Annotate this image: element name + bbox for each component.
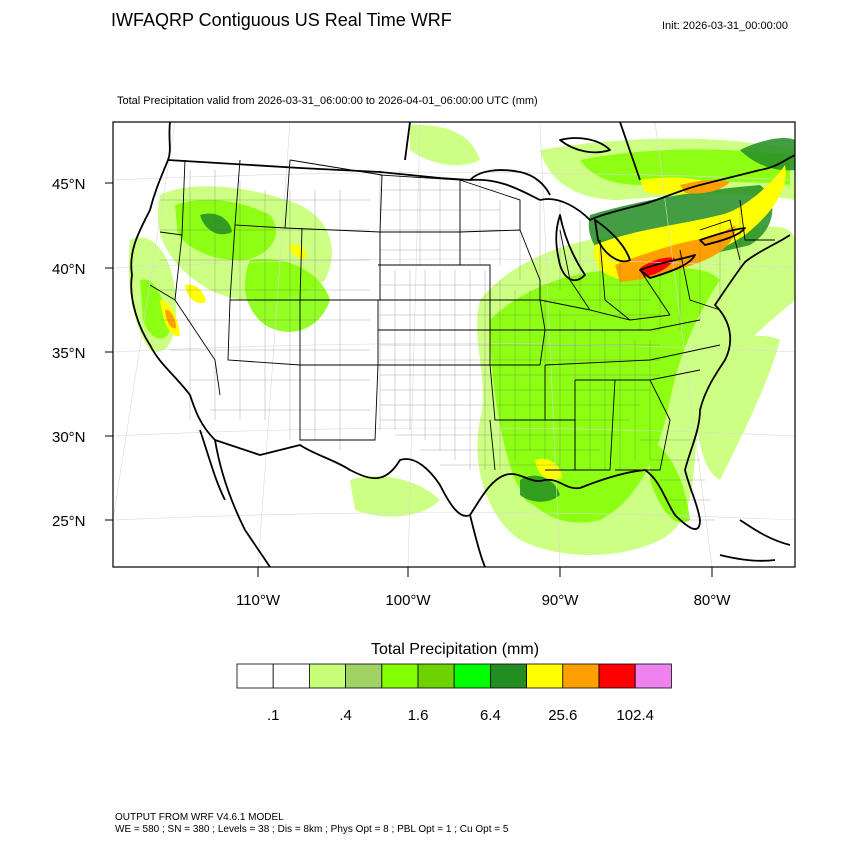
legend-tick-label: 1.6 (408, 707, 429, 724)
lon-label-110: 110°W (236, 592, 281, 609)
legend-title: Total Precipitation (mm) (370, 641, 540, 658)
lat-label-25: 25°N (52, 513, 86, 530)
legend-swatch (308, 663, 346, 689)
model-output-label: OUTPUT FROM WRF V4.6.1 MODEL (115, 812, 284, 823)
legend-swatch (417, 663, 455, 689)
lon-label-80: 80°W (694, 592, 732, 609)
legend-color-bar (236, 663, 672, 689)
map-content (113, 122, 795, 567)
legend-tick-label: .4 (339, 707, 352, 724)
map-title: IWFAQRP Contiguous US Real Time WRF (111, 10, 452, 30)
legend-tick-label: 6.4 (480, 707, 501, 724)
legend-swatch (526, 663, 564, 689)
lat-axis: 45°N 40°N 35°N 30°N 25°N (52, 176, 113, 530)
coastline-and-borders (130, 122, 795, 567)
legend-swatch (453, 663, 491, 689)
legend-tick-label: 25.6 (548, 707, 577, 724)
init-time-label: Init: 2026-03-31_00:00:00 (662, 20, 788, 32)
lon-label-90: 90°W (542, 592, 580, 609)
legend-swatch (272, 663, 310, 689)
legend-tick-label: .1 (267, 707, 280, 724)
legend-tick-label: 102.4 (616, 707, 654, 724)
lon-label-100: 100°W (385, 592, 431, 609)
lon-axis: 110°W 100°W 90°W 80°W (236, 567, 731, 609)
legend-swatch (236, 663, 274, 689)
lat-label-45: 45°N (52, 176, 86, 193)
lat-label-35: 35°N (52, 345, 86, 362)
legend-swatch (381, 663, 419, 689)
state-borders (149, 159, 775, 471)
legend-swatch (489, 663, 527, 689)
legend-swatch (634, 663, 672, 689)
valid-period-subtitle: Total Precipitation valid from 2026-03-3… (117, 95, 538, 107)
lat-label-40: 40°N (52, 261, 86, 278)
legend-tick-labels: .1 .4 1.6 6.4 25.6 102.4 (267, 707, 654, 724)
lat-label-30: 30°N (52, 429, 86, 446)
county-borders (160, 170, 741, 521)
map-frame (112, 121, 796, 568)
legend-swatch (345, 663, 383, 689)
legend-swatch (598, 663, 636, 689)
model-config-label: WE = 580 ; SN = 380 ; Levels = 38 ; Dis … (115, 824, 509, 835)
legend-swatch (562, 663, 600, 689)
